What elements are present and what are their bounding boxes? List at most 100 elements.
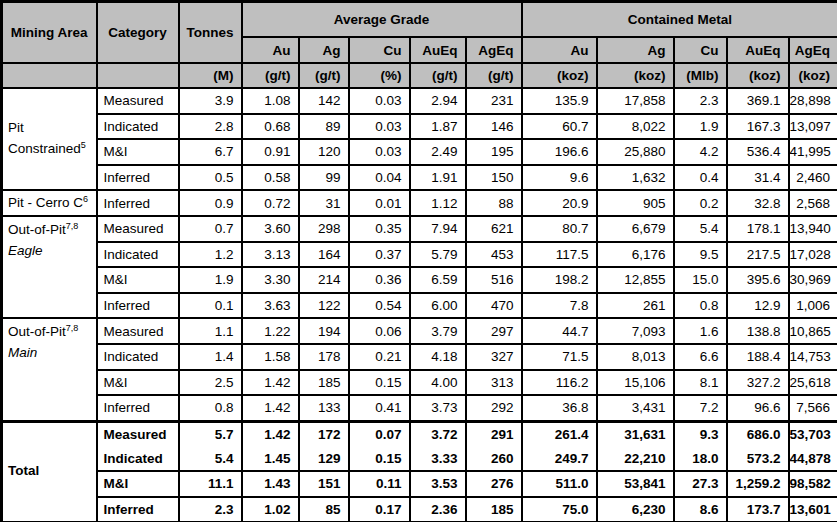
value-cell: 8.1	[674, 370, 727, 396]
value-cell: 6.00	[410, 293, 466, 319]
category-cell: Inferred	[97, 190, 179, 216]
value-cell: 3.79	[410, 318, 466, 344]
value-cell: 0.03	[349, 139, 410, 165]
category-cell: Inferred	[97, 165, 179, 191]
value-cell: 905	[597, 190, 674, 216]
table-row: Pit Constrained5Measured3.91.081420.032.…	[2, 88, 837, 114]
value-cell: 0.01	[349, 190, 410, 216]
value-cell: 3.72	[410, 421, 466, 446]
value-cell: 327	[466, 344, 522, 370]
value-cell: 20.9	[522, 190, 597, 216]
value-cell: 5.4	[674, 216, 727, 242]
value-cell: 1.87	[410, 114, 466, 140]
value-cell: 0.58	[242, 165, 299, 191]
value-cell: 98,582	[789, 471, 837, 497]
col-header-ageq-grade: AgEq	[466, 37, 522, 63]
value-cell: 2.5	[179, 370, 242, 396]
col-header-ageq-metal: AgEq	[789, 37, 837, 63]
value-cell: 369.1	[727, 88, 789, 114]
value-cell: 27.3	[674, 471, 727, 497]
value-cell: 327.2	[727, 370, 789, 396]
value-cell: 5.7	[179, 421, 242, 446]
value-cell: 6.59	[410, 267, 466, 293]
value-cell: 17,028	[789, 242, 837, 268]
value-cell: 231	[466, 88, 522, 114]
value-cell: 1.91	[410, 165, 466, 191]
value-cell: 1.4	[179, 344, 242, 370]
value-cell: 99	[299, 165, 349, 191]
col-group-average-grade: Average Grade	[242, 2, 522, 38]
col-header-au-metal: Au	[522, 37, 597, 63]
value-cell: 0.15	[349, 446, 410, 471]
section-pit-constrained: Pit Constrained5Measured3.91.081420.032.…	[2, 88, 837, 190]
value-cell: 3.63	[242, 293, 299, 319]
value-cell: 30,969	[789, 267, 837, 293]
value-cell: 0.21	[349, 344, 410, 370]
value-cell: 178.1	[727, 216, 789, 242]
value-cell: 7.8	[522, 293, 597, 319]
value-cell: 178	[299, 344, 349, 370]
value-cell: 198.2	[522, 267, 597, 293]
value-cell: 116.2	[522, 370, 597, 396]
value-cell: 6.6	[674, 344, 727, 370]
value-cell: 217.5	[727, 242, 789, 268]
unit-label: (koz)	[727, 63, 789, 88]
col-header-aueq-grade: AuEq	[410, 37, 466, 63]
value-cell: 88	[466, 190, 522, 216]
col-header-mining-area: Mining Area	[2, 2, 97, 64]
category-cell: M&I	[97, 370, 179, 396]
value-cell: 0.07	[349, 421, 410, 446]
value-cell: 1.9	[674, 114, 727, 140]
value-cell: 292	[466, 395, 522, 421]
table-row: Indicated1.41.581780.214.1832771.58,0136…	[2, 344, 837, 370]
value-cell: 0.41	[349, 395, 410, 421]
value-cell: 146	[466, 114, 522, 140]
footnote-superscript: 6	[83, 193, 88, 203]
value-cell: 195	[466, 139, 522, 165]
value-cell: 31,631	[597, 421, 674, 446]
category-cell: Inferred	[97, 395, 179, 421]
unit-label: (g/t)	[242, 63, 299, 88]
category-cell: Measured	[97, 88, 179, 114]
category-cell: M&I	[97, 471, 179, 497]
value-cell: 185	[466, 497, 522, 522]
col-header-au-grade: Au	[242, 37, 299, 63]
value-cell: 31	[299, 190, 349, 216]
value-cell: 14,753	[789, 344, 837, 370]
value-cell: 1.08	[242, 88, 299, 114]
value-cell: 71.5	[522, 344, 597, 370]
value-cell: 32.8	[727, 190, 789, 216]
value-cell: 80.7	[522, 216, 597, 242]
value-cell: 453	[466, 242, 522, 268]
value-cell: 261.4	[522, 421, 597, 446]
value-cell: 1.02	[242, 497, 299, 522]
unit-label: (koz)	[597, 63, 674, 88]
value-cell: 85	[299, 497, 349, 522]
mining-area-label: Pit Constrained5	[2, 88, 97, 190]
value-cell: 164	[299, 242, 349, 268]
mining-area-sublabel: Main	[8, 345, 37, 360]
value-cell: 0.36	[349, 267, 410, 293]
value-cell: 4.18	[410, 344, 466, 370]
value-cell: 15.0	[674, 267, 727, 293]
value-cell: 172	[299, 421, 349, 446]
value-cell: 2.49	[410, 139, 466, 165]
category-cell: Indicated	[97, 114, 179, 140]
unit-label: (koz)	[789, 63, 837, 88]
value-cell: 6,679	[597, 216, 674, 242]
unit-label: (%)	[349, 63, 410, 88]
value-cell: 2,460	[789, 165, 837, 191]
value-cell: 10,865	[789, 318, 837, 344]
category-cell: M&I	[97, 139, 179, 165]
value-cell: 0.11	[349, 471, 410, 497]
value-cell: 7.94	[410, 216, 466, 242]
col-header-category: Category	[97, 2, 179, 64]
value-cell: 0.15	[349, 370, 410, 396]
category-cell: Indicated	[97, 446, 179, 471]
value-cell: 1.9	[179, 267, 242, 293]
category-cell: Indicated	[97, 344, 179, 370]
category-cell: Inferred	[97, 497, 179, 522]
value-cell: 120	[299, 139, 349, 165]
table-row: Out-of-Pit7,8MainMeasured1.11.221940.063…	[2, 318, 837, 344]
value-cell: 1.1	[179, 318, 242, 344]
